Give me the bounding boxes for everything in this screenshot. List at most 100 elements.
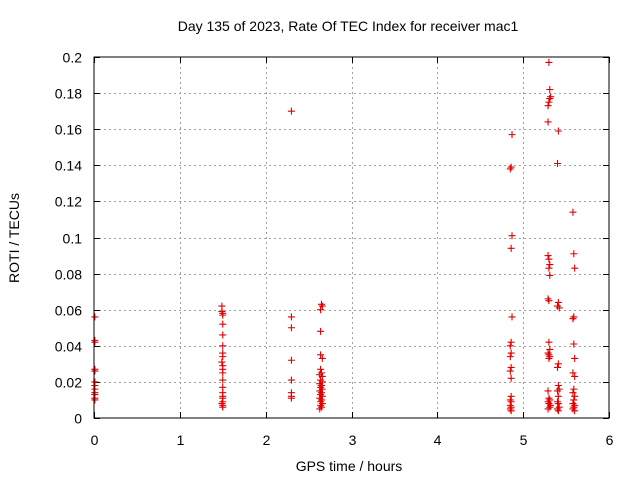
y-tick-label: 0.1 (63, 231, 83, 247)
data-point (571, 372, 579, 380)
y-tick-label: 0.04 (55, 339, 82, 355)
data-point (555, 385, 563, 393)
data-point (317, 389, 325, 397)
data-point (91, 367, 99, 375)
data-point (555, 403, 563, 411)
data-point (571, 354, 579, 362)
data-point (218, 308, 226, 316)
data-point (544, 405, 552, 413)
data-point (317, 382, 325, 390)
data-point (219, 369, 227, 377)
x-tick-label: 4 (434, 432, 442, 448)
data-point (317, 351, 325, 359)
data-point (219, 353, 227, 361)
data-point (554, 392, 562, 400)
data-point (544, 295, 552, 303)
data-point (507, 244, 515, 252)
data-point (554, 407, 562, 415)
data-point (545, 400, 553, 408)
data-point (317, 306, 325, 314)
data-point (546, 85, 554, 93)
data-point (554, 159, 561, 167)
x-tick-label: 1 (177, 432, 185, 448)
y-tick-label: 0.12 (55, 194, 82, 210)
data-point (569, 208, 577, 216)
data-point (554, 400, 562, 408)
data-point (317, 391, 325, 399)
data-point (508, 131, 516, 139)
axis-ticks: 0 0.02 0.04 0.06 0.08 0.1 0.12 0.14 0.16 0.18 0.2 0… (55, 50, 614, 449)
data-point (571, 264, 579, 272)
x-axis-label: GPS time / hours (296, 458, 403, 474)
data-point (317, 401, 325, 409)
y-tick-label: 0.08 (55, 267, 82, 283)
data-point (219, 403, 227, 411)
data-point (318, 302, 326, 310)
data-point (571, 392, 579, 400)
data-point (91, 338, 99, 346)
data-point (91, 313, 99, 321)
y-tick-label: 0.02 (55, 375, 82, 391)
data-point (545, 98, 553, 106)
data-point (507, 363, 515, 371)
data-point (218, 358, 226, 366)
data-point (545, 264, 553, 272)
data-point (570, 250, 578, 258)
data-point (544, 349, 552, 357)
data-point (545, 58, 553, 66)
data-point (570, 403, 578, 411)
data-point (570, 385, 578, 393)
data-point (544, 102, 552, 110)
data-point (317, 300, 325, 308)
data-point (219, 331, 227, 339)
y-tick-label: 0 (74, 411, 82, 427)
x-tick-label: 5 (520, 432, 528, 448)
data-point (506, 165, 514, 173)
data-point (544, 118, 552, 126)
x-tick-label: 0 (91, 432, 99, 448)
data-point (507, 338, 515, 346)
data-point (545, 255, 553, 263)
y-axis-label: ROTI / TECUs (6, 193, 22, 283)
data-point (219, 320, 227, 328)
y-tick-label: 0.16 (55, 122, 82, 138)
grid (94, 57, 609, 418)
data-point (506, 342, 514, 350)
data-point (317, 365, 325, 373)
data-point (287, 394, 295, 402)
y-tick-label: 0.18 (55, 86, 82, 102)
data-point (287, 107, 295, 115)
data-point (571, 407, 579, 415)
data-point (554, 298, 562, 306)
data-point (554, 382, 562, 390)
data-point (316, 405, 324, 413)
data-point (545, 338, 553, 346)
data-point (546, 353, 554, 361)
data-point (546, 403, 554, 411)
y-tick-label: 0.2 (63, 50, 83, 66)
data-point (545, 354, 553, 362)
data-point (569, 315, 577, 323)
data-point (219, 376, 227, 384)
data-point (506, 367, 514, 375)
data-point (569, 369, 577, 377)
data-point (508, 232, 516, 240)
data-point (219, 311, 227, 319)
data-point (507, 163, 515, 171)
data-point (546, 95, 554, 103)
data-point (546, 271, 554, 279)
data-point (545, 297, 553, 305)
y-tick-label: 0.06 (55, 303, 82, 319)
data-point (570, 340, 578, 348)
data-point (219, 342, 227, 350)
data-point (554, 360, 562, 368)
chart-title: Day 135 of 2023, Rate Of TEC Index for r… (178, 18, 519, 34)
data-point (544, 387, 552, 395)
data-point (554, 363, 561, 371)
plot-frame (93, 56, 610, 419)
data-point (318, 354, 326, 362)
data-point (287, 376, 295, 384)
data-point (508, 313, 516, 321)
data-point (506, 353, 514, 361)
